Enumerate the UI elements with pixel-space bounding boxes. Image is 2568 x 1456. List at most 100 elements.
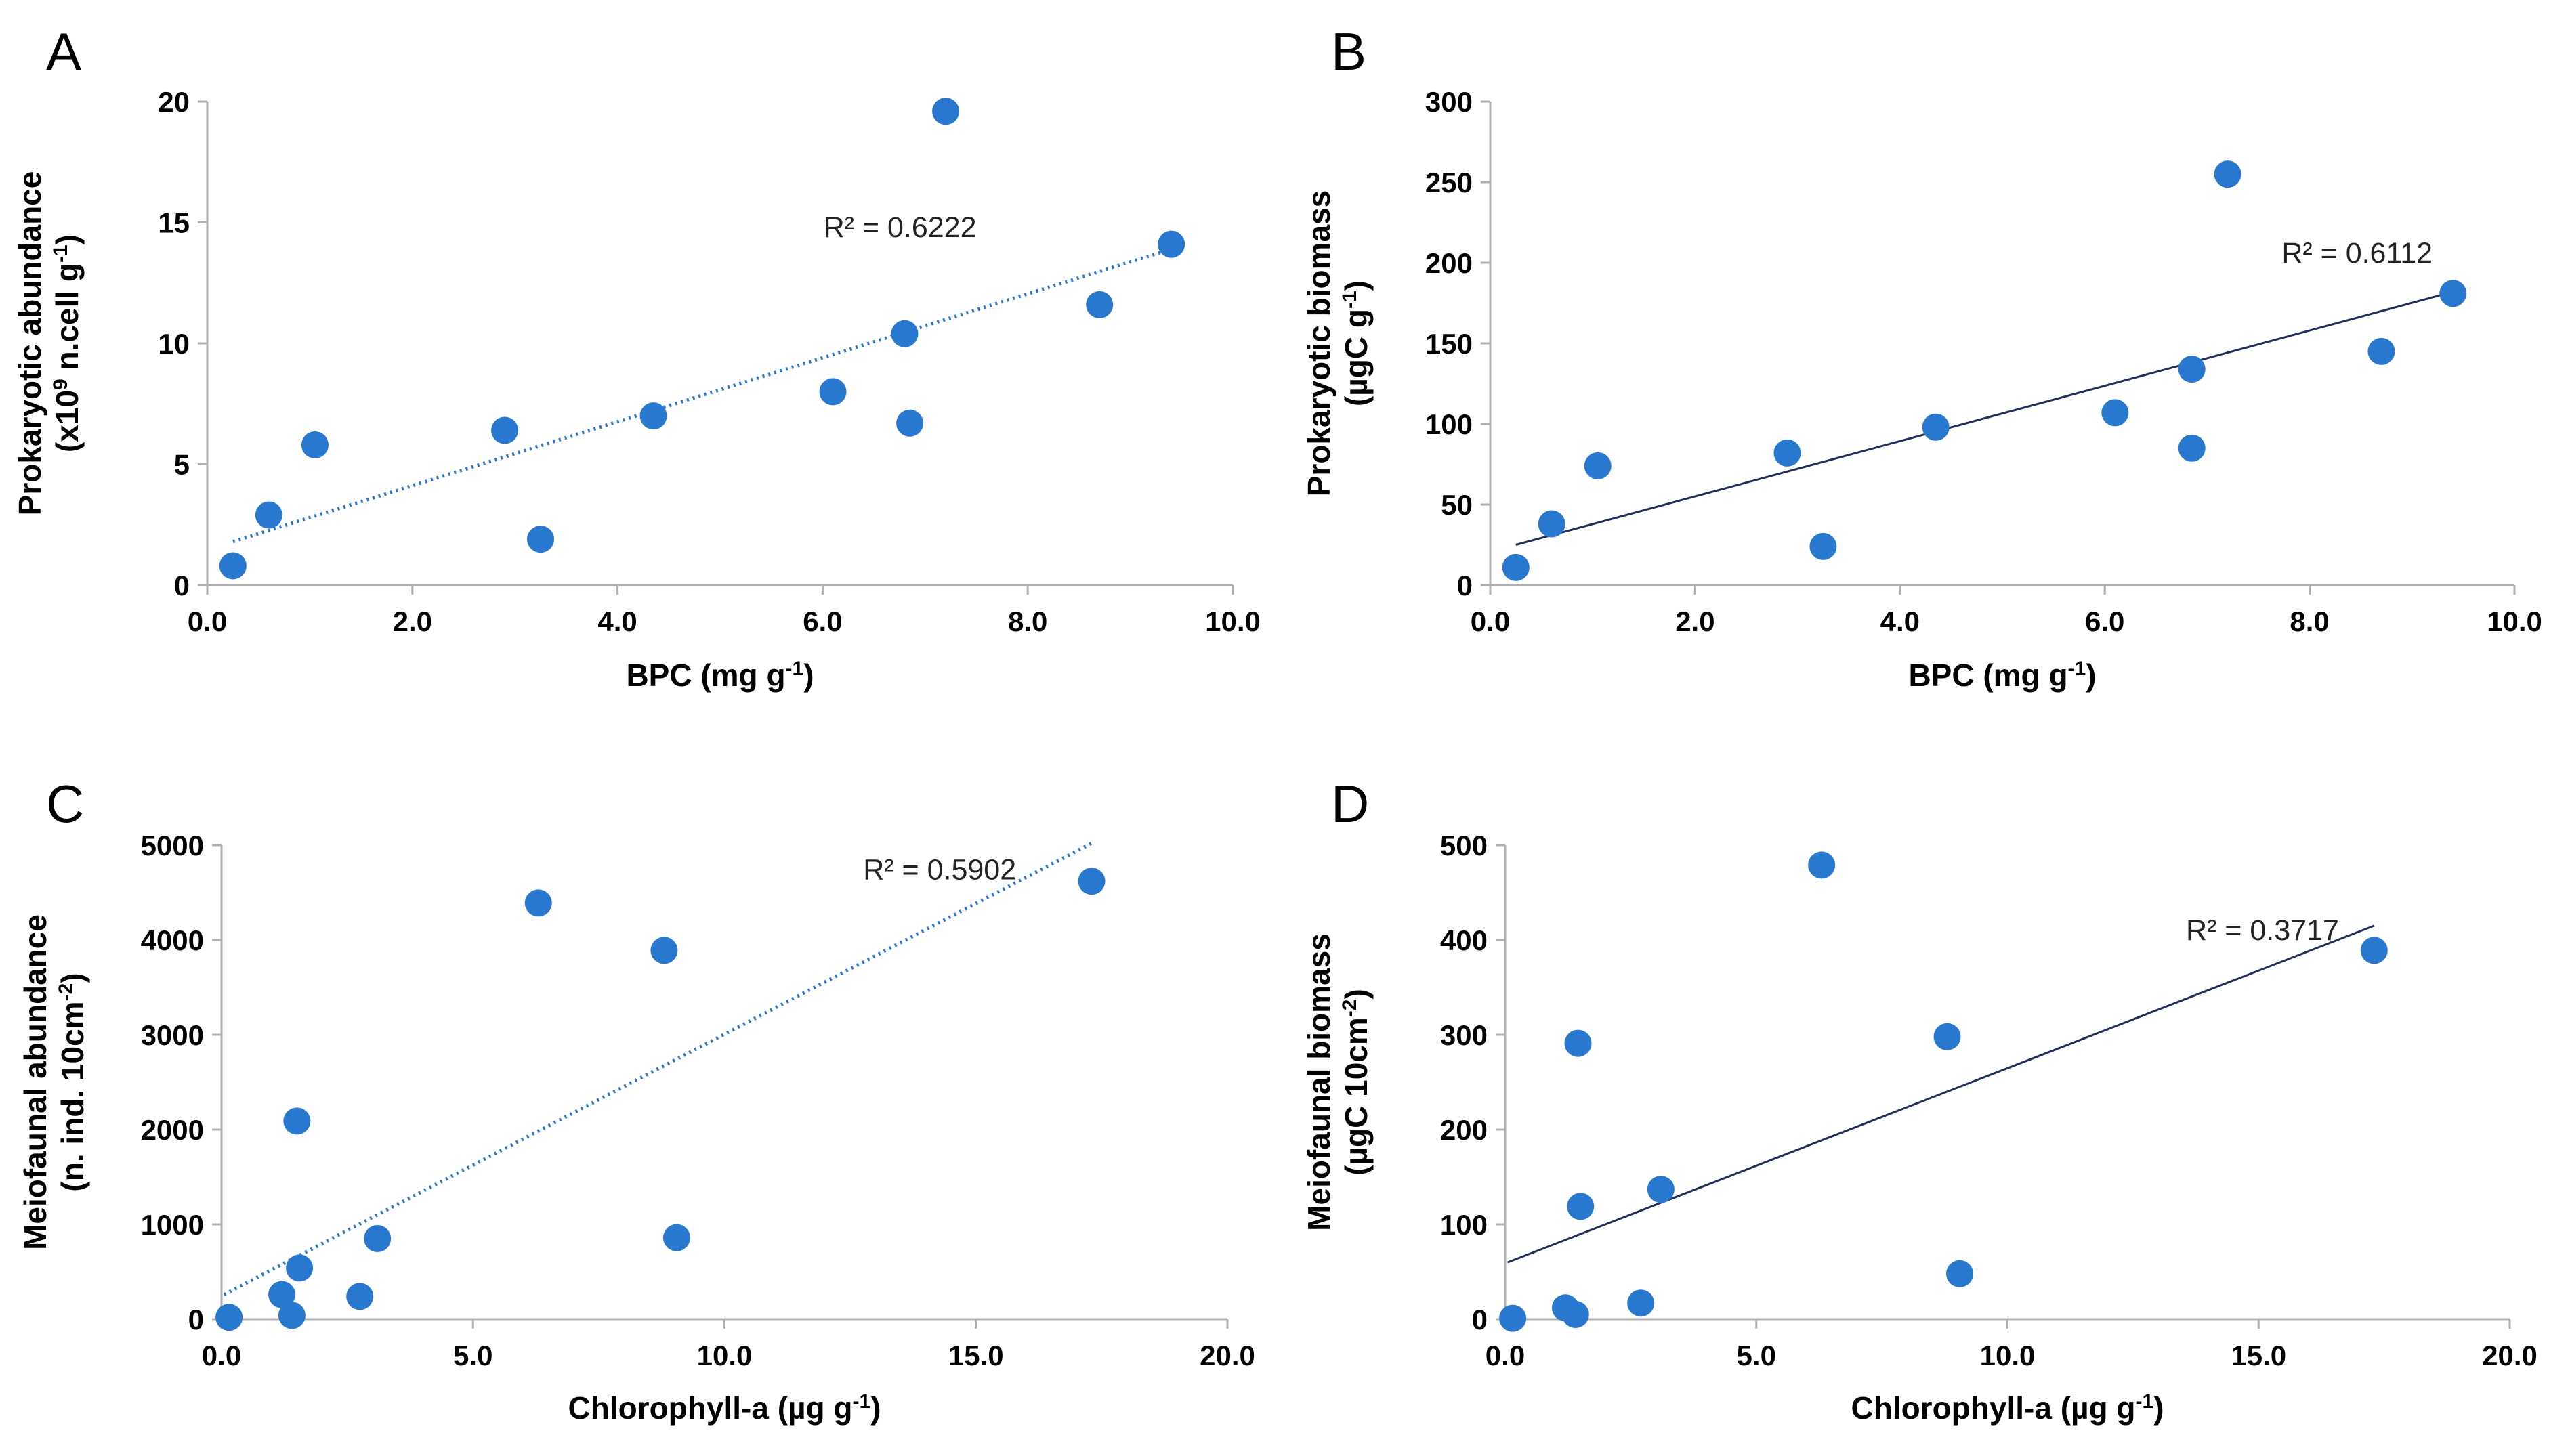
x-tick-label: 0.0 [1486,1340,1525,1371]
chart-panel-d: D 0 100 200 300 400 500 0.0 5.0 10.0 15.0 20.0 Chlor… [1301,774,2538,1426]
x-tick-label: 6.0 [803,605,842,637]
x-tick-label: 5.0 [453,1340,492,1371]
data-point [1502,553,1530,581]
y-tick-label: 10 [158,328,190,360]
data-point [891,320,919,347]
y-axis-title-line2: (µgC g-1) [1339,280,1374,406]
data-point [1809,532,1837,560]
y-tick-label: 3000 [141,1019,204,1051]
trendline [223,841,1093,1296]
x-tick-label: 8.0 [2290,605,2329,637]
data-point [1946,1260,1974,1287]
data-point [1584,452,1612,479]
y-axis-title-line2-part: ) [1339,280,1374,291]
data-point [1808,851,1836,879]
data-point [1627,1289,1655,1317]
panel-letter: D [1331,774,1369,834]
r-squared-label: R² = 0.5902 [863,853,1016,886]
y-tick-label: 500 [1440,830,1488,861]
y-tick-label: 5000 [141,830,204,861]
y-tick-label: 0 [188,1304,204,1335]
y-axis-title: Meiofaunal abundance (n. ind. 10cm-2) [18,914,90,1250]
data-point [662,1224,690,1251]
y-axis-title: Prokaryotic abundance (x109 n.cell g-1) [12,171,85,516]
x-tick-label: 10.0 [1205,605,1261,637]
r-squared-label: R² = 0.6222 [824,211,977,244]
data-point [2178,434,2206,462]
x-tick-label: 20.0 [2482,1340,2538,1371]
y-axis-title-line2-superscript: 9 [49,379,72,390]
x-tick-label: 15.0 [2231,1340,2286,1371]
y-tick-label: 300 [1425,86,1473,118]
x-axis-title-part: ) [870,1390,881,1426]
data-point [491,416,519,444]
y-axis-title-line2-superscript: -1 [1339,291,1361,309]
data-point [1078,868,1106,895]
x-tick-label: 4.0 [597,605,637,637]
y-axis-title-line2-superscript: -2 [1339,1000,1361,1018]
data-point [524,889,552,917]
data-point [268,1281,296,1308]
panel-letter: A [46,22,81,81]
x-axis-title-part: BPC (mg g [1908,658,2067,693]
x-axis-title-superscript: -1 [786,658,804,680]
data-point [1564,1029,1592,1057]
data-point [932,98,960,125]
data-point [1086,291,1114,318]
y-axis-title-line1: Meiofaunal abundance [18,914,53,1250]
y-tick-label: 300 [1440,1019,1488,1051]
data-point [301,431,329,458]
y-axis-title-line2-superscript: -1 [49,244,72,263]
y-tick-label: 150 [1425,328,1473,360]
data-point [2178,356,2206,383]
y-axis-title: Prokaryotic biomass (µgC g-1) [1301,190,1374,497]
data-point [2367,337,2395,365]
data-point [819,378,847,406]
y-tick-label: 5 [174,449,190,481]
y-tick-label: 400 [1440,924,1488,956]
x-axis-title-superscript: -1 [2136,1390,2154,1413]
data-point [1567,1193,1595,1220]
data-point [1933,1023,1961,1050]
data-point [283,1107,311,1135]
y-tick-label: 2000 [141,1114,204,1146]
chart-panel-b: B 0 50 100 150 200 250 300 0.0 2.0 4.0 6.0 8.0 10.0 BP… [1301,22,2542,693]
y-axis-title-line2-part: ) [1339,989,1374,999]
data-point [286,1254,314,1282]
data-point [527,526,555,553]
y-tick-label: 0 [1457,570,1473,601]
x-axis-title-part: ) [803,658,814,693]
y-axis-title-line2-part: (n. ind. 10cm [55,1001,90,1191]
x-axis-title-part: ) [2086,658,2096,693]
x-axis-title-part: Chlorophyll-a (µg g [568,1390,852,1426]
data-point [2101,399,2129,427]
x-axis-title: Chlorophyll-a (µg g-1) [568,1390,881,1426]
y-axis-title-line2-part: ) [49,234,85,244]
y-tick-label: 100 [1425,408,1473,440]
y-axis-title-line2-part: n.cell g [49,263,85,379]
x-tick-label: 0.0 [1471,605,1510,637]
x-tick-label: 6.0 [2085,605,2124,637]
x-axis-title: BPC (mg g-1) [626,658,814,693]
data-point [364,1225,392,1252]
data-point [255,501,282,529]
trendline [1507,924,2375,1264]
x-tick-label: 8.0 [1008,605,1047,637]
data-point [1561,1301,1589,1328]
r-squared-label: R² = 0.6112 [2281,237,2433,270]
data-point [1499,1304,1527,1332]
y-axis-title: Meiofaunal biomass (µgC 10cm-2) [1301,933,1374,1231]
y-tick-label: 100 [1440,1209,1488,1241]
x-tick-label: 2.0 [393,605,432,637]
data-point [639,402,667,430]
y-axis-title-line2-superscript: -2 [55,983,77,1002]
y-tick-label: 1000 [141,1209,204,1241]
y-axis-title-line1: Prokaryotic abundance [12,171,47,516]
data-point [1647,1176,1675,1203]
x-tick-label: 20.0 [1200,1340,1255,1371]
data-point [346,1283,374,1310]
y-axis-title-line2: (x109 n.cell g-1) [49,234,85,452]
x-tick-label: 4.0 [1880,605,1920,637]
y-axis-title-line2-part: (µgC g [1339,309,1374,406]
